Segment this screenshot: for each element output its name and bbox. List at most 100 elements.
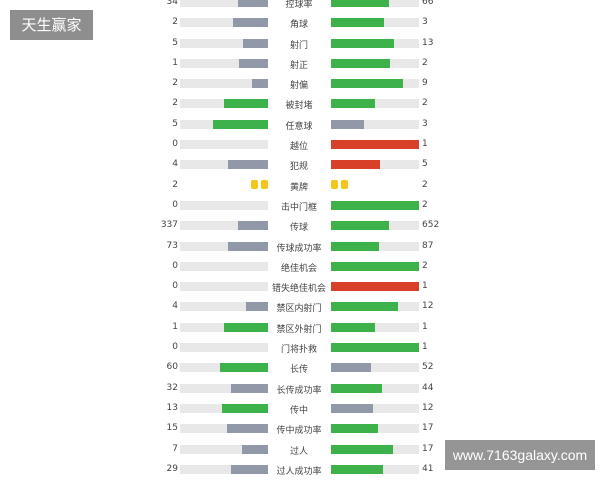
home-value: 2 bbox=[172, 179, 178, 190]
home-bar-fill bbox=[246, 302, 268, 312]
home-bar-track bbox=[180, 383, 268, 393]
stat-label: 传球成功率 bbox=[276, 243, 322, 254]
stat-label: 传中 bbox=[289, 405, 308, 416]
away-bar-track bbox=[331, 403, 419, 413]
home-bar-track bbox=[180, 221, 268, 231]
stat-label: 过人 bbox=[289, 446, 308, 457]
home-value: 2 bbox=[172, 98, 178, 109]
home-bar-track bbox=[180, 282, 268, 292]
away-bar-fill bbox=[331, 363, 372, 373]
home-value: 0 bbox=[172, 281, 178, 292]
away-value: 652 bbox=[422, 220, 440, 231]
away-bar-fill bbox=[331, 302, 398, 312]
stat-label: 射偏 bbox=[289, 81, 308, 92]
home-value: 7 bbox=[172, 443, 178, 454]
stat-label: 长传 bbox=[289, 365, 308, 376]
stat-label: 黄牌 bbox=[289, 182, 308, 193]
home-bar-track bbox=[180, 99, 268, 109]
stat-label: 绝佳机会 bbox=[280, 263, 317, 274]
home-bar-track bbox=[180, 261, 268, 271]
home-bar-track bbox=[180, 424, 268, 434]
home-value: 5 bbox=[172, 37, 178, 48]
home-value: 29 bbox=[166, 463, 178, 474]
home-bar-fill bbox=[232, 18, 268, 28]
away-value: 1 bbox=[422, 342, 428, 353]
stat-row: 2 射偏 9 bbox=[0, 74, 600, 94]
away-bar-fill bbox=[331, 38, 395, 48]
away-value: 1 bbox=[422, 139, 428, 150]
away-value: 41 bbox=[422, 463, 434, 474]
away-value: 9 bbox=[422, 78, 428, 89]
away-bar-track bbox=[331, 79, 419, 89]
home-value: 337 bbox=[160, 220, 178, 231]
away-bar-track bbox=[331, 0, 419, 7]
home-value: 0 bbox=[172, 139, 178, 150]
stat-label: 长传成功率 bbox=[276, 385, 322, 396]
away-bar-fill bbox=[331, 140, 419, 150]
away-value: 3 bbox=[422, 17, 428, 28]
stat-row: 4 禁区内射门 12 bbox=[0, 297, 600, 317]
yellow-card-icon bbox=[251, 179, 258, 189]
stat-row: 29 过人成功率 41 bbox=[0, 460, 600, 480]
away-value: 52 bbox=[422, 362, 434, 373]
stat-label: 射门 bbox=[289, 40, 308, 51]
home-value: 60 bbox=[166, 362, 178, 373]
away-bar-track bbox=[331, 282, 419, 292]
away-value: 44 bbox=[422, 382, 434, 393]
away-bar-track bbox=[331, 221, 419, 231]
away-value: 2 bbox=[422, 57, 428, 68]
home-bar-fill bbox=[238, 0, 268, 7]
away-bar-fill bbox=[331, 0, 390, 7]
stat-row: 2 角球 3 bbox=[0, 13, 600, 33]
away-bar-fill bbox=[331, 383, 383, 393]
away-bar-track bbox=[331, 464, 419, 474]
away-bar-fill bbox=[331, 343, 419, 353]
home-value: 4 bbox=[172, 159, 178, 170]
stat-label: 犯规 bbox=[289, 162, 308, 173]
home-bar-fill bbox=[243, 38, 268, 48]
away-value: 13 bbox=[422, 37, 434, 48]
away-bar-fill bbox=[331, 282, 419, 292]
stat-row: 60 长传 52 bbox=[0, 358, 600, 378]
home-value: 13 bbox=[166, 402, 178, 413]
home-bar-fill bbox=[220, 363, 268, 373]
away-bar-fill bbox=[331, 200, 419, 210]
stat-row: 1 禁区外射门 1 bbox=[0, 318, 600, 338]
home-bar-fill bbox=[252, 79, 268, 89]
away-bar-fill bbox=[331, 403, 374, 413]
away-bar-fill bbox=[331, 79, 404, 89]
away-value: 2 bbox=[422, 199, 428, 210]
stat-row: 0 击中门框 2 bbox=[0, 196, 600, 216]
stat-label: 禁区外射门 bbox=[276, 324, 322, 335]
yellow-card-icon bbox=[341, 179, 348, 189]
home-value: 0 bbox=[172, 199, 178, 210]
away-bar-fill bbox=[331, 322, 375, 332]
away-bar-fill bbox=[331, 444, 394, 454]
stat-label: 传中成功率 bbox=[276, 426, 322, 437]
stat-row: 0 越位 1 bbox=[0, 135, 600, 155]
away-bar-track bbox=[331, 363, 419, 373]
home-bar-track bbox=[180, 322, 268, 332]
home-bar-fill bbox=[212, 119, 268, 129]
watermark-bottom-right: www.7163galaxy.com bbox=[445, 440, 595, 470]
home-value: 4 bbox=[172, 301, 178, 312]
home-value: 2 bbox=[172, 17, 178, 28]
away-bar-fill bbox=[331, 241, 379, 251]
home-value: 0 bbox=[172, 342, 178, 353]
stat-label: 门将扑救 bbox=[280, 345, 317, 356]
stat-row: 32 长传成功率 44 bbox=[0, 379, 600, 399]
home-bar-track bbox=[180, 58, 268, 68]
home-bar-track bbox=[180, 363, 268, 373]
home-bar-fill bbox=[227, 241, 268, 251]
stat-row: 34 控球率 66 bbox=[0, 0, 600, 13]
away-bar-track bbox=[331, 99, 419, 109]
away-bar-fill bbox=[331, 58, 390, 68]
stat-row: 0 错失绝佳机会 1 bbox=[0, 277, 600, 297]
home-value: 1 bbox=[172, 321, 178, 332]
home-bar-fill bbox=[231, 383, 268, 393]
home-bar-track bbox=[180, 464, 268, 474]
home-bar-fill bbox=[231, 464, 268, 474]
away-bar-fill bbox=[331, 99, 375, 109]
home-bar-track bbox=[180, 0, 268, 7]
stat-row: 2 被封堵 2 bbox=[0, 94, 600, 114]
